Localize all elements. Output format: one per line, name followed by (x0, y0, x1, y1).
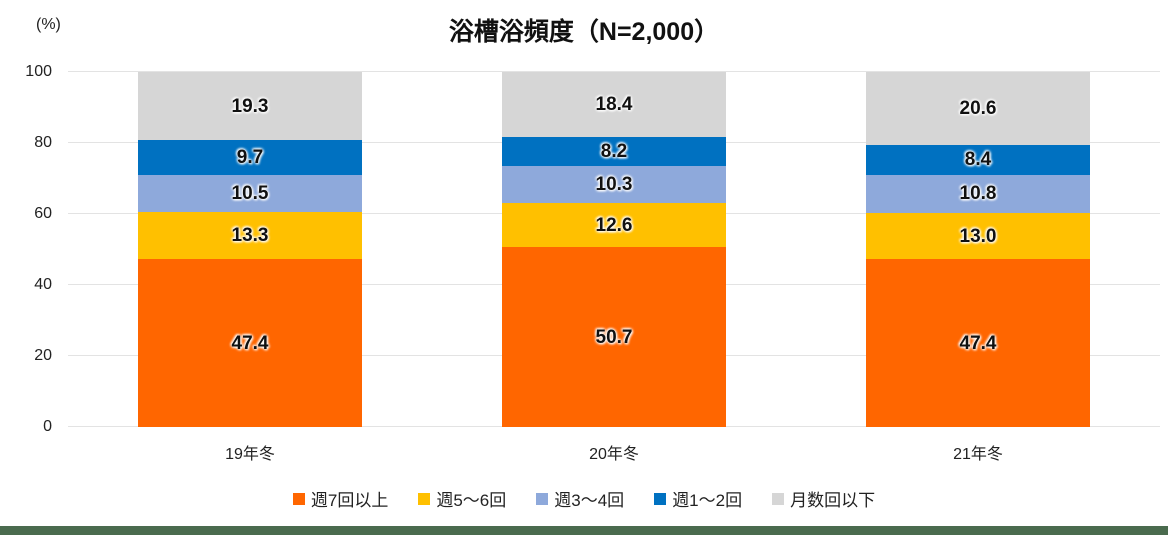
y-tick-label: 40 (34, 276, 52, 293)
legend-marker-icon (654, 492, 667, 505)
legend-item: 週3〜4回 (536, 486, 624, 511)
y-tick-label: 60 (34, 205, 52, 222)
bar-segment-value-label: 50.7 (595, 326, 633, 348)
y-tick-label: 20 (34, 347, 52, 364)
bar-column: 47.4 13.3 10.5 9.7 19.3 (138, 72, 362, 427)
bar-segment: 10.5 (138, 174, 362, 212)
bar-segment: 12.6 (502, 202, 726, 248)
bar-segment: 20.6 (866, 72, 1090, 145)
bar-column: 50.7 12.6 10.3 8.2 18.4 (502, 72, 726, 427)
bar-segment-value-label: 10.8 (959, 183, 997, 205)
bar-segment: 50.7 (502, 247, 726, 427)
footer-accent-bar (0, 526, 1168, 535)
bar-segment-value-label: 8.4 (964, 149, 992, 171)
legend-marker-icon (536, 492, 549, 505)
chart-title: 浴槽浴頻度（N=2,000） (448, 18, 720, 46)
legend-marker-icon (772, 492, 785, 505)
bar-segment: 47.4 (138, 259, 362, 427)
bar-segment-value-label: 8.2 (600, 141, 628, 163)
bar-segment: 47.4 (866, 259, 1090, 427)
bar-segment-value-label: 10.5 (231, 182, 269, 204)
bar-segment: 9.7 (138, 140, 362, 175)
bar-column: 47.4 13.0 10.8 8.4 20.6 (866, 72, 1090, 427)
bar-segment: 18.4 (502, 72, 726, 138)
x-axis-labels: 19年冬 20年冬 21年冬 (68, 440, 1160, 464)
legend-label: 週7回以上 (310, 491, 389, 510)
bar-segment: 19.3 (138, 72, 362, 141)
plot-area: 47.4 13.3 10.5 9.7 19.3 50.7 12.6 10.3 8.2 18.4 47… (68, 71, 1160, 427)
legend-label: 週5〜6回 (436, 491, 507, 510)
y-axis-unit-label: (%) (36, 16, 61, 33)
bar-segment: 10.8 (866, 174, 1090, 213)
legend-item: 月数回以下 (772, 486, 875, 511)
bar-segment: 8.2 (502, 137, 726, 167)
x-category-label: 20年冬 (589, 446, 639, 463)
bar-segment-value-label: 13.3 (231, 224, 269, 246)
bar-segment: 8.4 (866, 145, 1090, 175)
bar-segment-value-label: 18.4 (595, 94, 633, 116)
bar-segment: 13.3 (138, 211, 362, 260)
bar-segment: 10.3 (502, 166, 726, 203)
bar-segment-value-label: 47.4 (231, 332, 269, 354)
bar-segment-value-label: 10.3 (595, 173, 633, 195)
legend-item: 週7回以上 (292, 486, 389, 511)
bar-segment-value-label: 20.6 (959, 98, 997, 119)
legend-label: 月数回以下 (790, 491, 876, 510)
x-category-label: 19年冬 (225, 446, 275, 463)
bar-segment-value-label: 12.6 (595, 214, 633, 236)
legend-item: 週5〜6回 (418, 486, 506, 511)
bar-segment: 13.0 (866, 213, 1090, 260)
legend-marker-icon (292, 492, 305, 505)
bar-segment-value-label: 47.4 (959, 332, 997, 354)
gridline (68, 71, 1160, 72)
bar-segment-value-label: 13.0 (959, 225, 997, 247)
legend: 週7回以上 週5〜6回 週3〜4回 週1〜2回 月数回以下 (0, 486, 1168, 511)
legend-item: 週1〜2回 (654, 486, 742, 511)
legend-label: 週1〜2回 (672, 491, 743, 510)
y-tick-label: 80 (34, 134, 52, 151)
y-tick-label: 100 (25, 63, 52, 80)
bar-segment-value-label: 19.3 (231, 95, 269, 117)
x-category-label: 21年冬 (953, 446, 1003, 463)
legend-marker-icon (418, 492, 431, 505)
bar-segment-value-label: 9.7 (236, 147, 264, 169)
legend-label: 週3〜4回 (554, 491, 625, 510)
y-tick-label: 0 (43, 418, 52, 435)
y-axis: 0 20 40 60 80 100 (8, 63, 58, 435)
